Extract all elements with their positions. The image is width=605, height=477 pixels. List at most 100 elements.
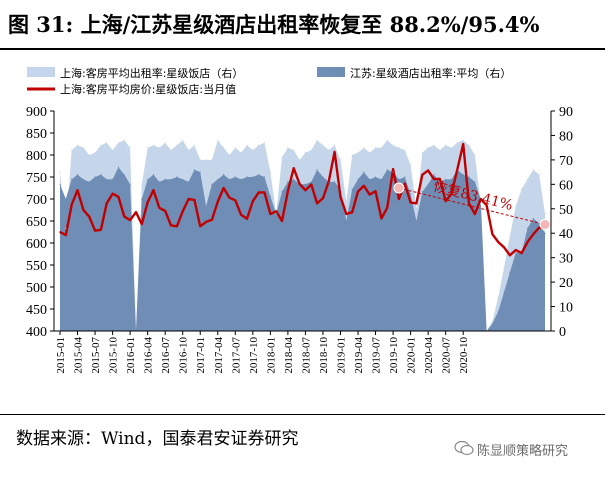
point-js-occupancy <box>450 178 453 180</box>
point-sh-price <box>357 190 359 193</box>
legend-swatch-js-occ <box>317 67 345 77</box>
y-left-tick-label: 400 <box>26 325 47 340</box>
point-sh-price <box>462 143 465 145</box>
point-js-occupancy <box>497 310 499 312</box>
y-right-tick-label: 80 <box>559 129 573 144</box>
x-tick-label: 2020-10 <box>458 337 470 374</box>
point-js-occupancy <box>275 213 277 215</box>
point-js-occupancy <box>65 198 67 200</box>
y-left-tick-label: 450 <box>26 303 47 318</box>
point-sh-occupancy <box>112 149 114 151</box>
y-right-tick-label: 70 <box>559 154 573 169</box>
point-js-occupancy <box>82 178 84 180</box>
point-js-occupancy <box>182 178 184 180</box>
point-sh-price <box>333 151 336 153</box>
point-sh-price <box>211 218 213 221</box>
point-sh-price <box>252 200 254 202</box>
point-sh-price <box>281 220 283 222</box>
point-sh-price <box>421 174 424 176</box>
point-sh-occupancy <box>263 142 266 144</box>
point-sh-price <box>287 190 289 192</box>
point-js-occupancy <box>106 178 108 180</box>
point-sh-occupancy <box>147 147 149 149</box>
points-js-occupancy <box>59 166 546 332</box>
point-js-occupancy <box>363 171 365 173</box>
point-js-occupancy <box>316 169 318 171</box>
x-tick-label: 2017-07 <box>230 337 242 374</box>
point-js-occupancy <box>164 178 166 180</box>
point-sh-price <box>152 189 155 191</box>
point-js-occupancy <box>398 178 400 180</box>
point-js-occupancy <box>474 181 476 183</box>
point-js-occupancy <box>129 183 131 185</box>
point-sh-occupancy <box>415 208 417 210</box>
point-sh-price <box>433 178 435 180</box>
point-js-occupancy <box>334 181 336 183</box>
legend-swatch-sh-occ <box>27 67 55 77</box>
title-bar: 图 31: 上海/江苏星级酒店出租率恢复至 88.2%/95.4% <box>0 0 605 48</box>
point-sh-price <box>263 191 266 194</box>
point-sh-price <box>111 192 114 195</box>
x-tick-label: 2016-01 <box>125 337 137 374</box>
chart: 上海:客房平均出租率:星级饭店（右） 江苏:星级酒店出租率:平均（右） 上海:客… <box>26 66 573 374</box>
x-tick-label: 2020-04 <box>423 337 435 374</box>
point-sh-occupancy <box>164 142 166 144</box>
point-js-occupancy <box>357 178 359 180</box>
point-js-occupancy <box>322 176 324 178</box>
watermark-text: 陈显顺策略研究 <box>477 444 569 459</box>
point-sh-price <box>509 254 511 257</box>
x-tick-label: 2020-01 <box>406 337 418 374</box>
y-left-tick-label: 900 <box>26 105 47 120</box>
point-js-occupancy <box>369 178 371 180</box>
x-tick-label: 2018-01 <box>265 337 277 374</box>
x-tick-label: 2018-10 <box>318 337 330 374</box>
y-left-tick-label: 500 <box>26 281 47 296</box>
x-tick-label: 2017-01 <box>195 337 207 374</box>
point-js-occupancy <box>188 181 190 183</box>
point-js-occupancy <box>503 291 505 293</box>
point-sh-price <box>181 210 184 213</box>
point-js-occupancy <box>345 220 347 222</box>
point-sh-occupancy <box>433 144 435 146</box>
point-sh-price <box>275 210 278 213</box>
point-sh-price <box>257 191 260 194</box>
point-sh-occupancy <box>386 139 388 141</box>
point-js-occupancy <box>59 183 61 185</box>
point-sh-occupancy <box>392 144 394 146</box>
point-sh-occupancy <box>211 159 213 161</box>
point-sh-occupancy <box>106 142 108 144</box>
point-sh-occupancy <box>445 144 447 146</box>
point-sh-price <box>532 233 535 235</box>
point-sh-price <box>415 202 418 205</box>
point-sh-occupancy <box>398 147 400 149</box>
point-js-occupancy <box>228 178 231 180</box>
point-sh-price <box>123 215 126 218</box>
y-right-tick-label: 40 <box>559 227 573 242</box>
x-tick-label: 2017-10 <box>248 337 260 374</box>
point-js-occupancy <box>258 174 260 176</box>
source-rule <box>0 414 605 415</box>
point-sh-price <box>269 213 272 215</box>
point-sh-occupancy <box>450 147 453 149</box>
point-js-occupancy <box>515 252 517 254</box>
point-sh-occupancy <box>404 149 406 151</box>
point-sh-occupancy <box>410 164 412 166</box>
point-js-occupancy <box>509 271 511 273</box>
point-sh-price <box>193 199 196 201</box>
point-sh-occupancy <box>322 144 324 146</box>
point-sh-price <box>526 241 529 243</box>
point-sh-occupancy <box>544 213 546 215</box>
plot-area: 恢复83.41% <box>59 139 551 332</box>
x-tick-label: 2019-10 <box>388 337 400 374</box>
point-sh-occupancy <box>228 154 231 156</box>
point-sh-occupancy <box>100 144 102 146</box>
point-sh-price <box>456 168 459 171</box>
point-sh-price <box>82 209 85 211</box>
point-sh-price <box>468 202 470 205</box>
point-sh-occupancy <box>532 169 534 171</box>
point-js-occupancy <box>147 178 149 180</box>
point-sh-occupancy <box>427 147 429 149</box>
y-left-tick-label: 550 <box>26 259 47 274</box>
x-tick-label: 2019-07 <box>371 337 383 374</box>
point-sh-price <box>59 231 61 233</box>
